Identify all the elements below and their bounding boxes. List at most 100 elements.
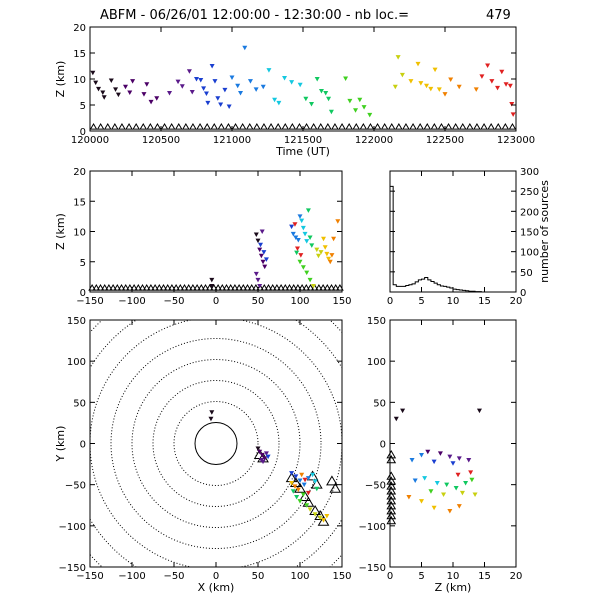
time-height-point bbox=[203, 91, 209, 97]
z-y-point bbox=[455, 472, 461, 478]
time-height-ground-marker bbox=[267, 123, 275, 130]
range-ring bbox=[110, 338, 322, 549]
time-height-point bbox=[222, 87, 228, 93]
plan-view-point bbox=[293, 474, 299, 479]
time-height-ground-marker bbox=[139, 123, 148, 130]
time-height-ground-marker bbox=[473, 123, 481, 130]
plan-view-xtick-label: 50 bbox=[252, 571, 265, 582]
x-height-point bbox=[318, 250, 324, 255]
time-height-xtick-label: 123000 bbox=[497, 135, 535, 146]
z-y-ytick-label: 0 bbox=[380, 440, 386, 451]
time-height-ground-marker bbox=[430, 123, 439, 130]
z-y-point bbox=[466, 457, 472, 463]
plan-view-point bbox=[292, 484, 298, 489]
histogram-outline bbox=[389, 185, 516, 293]
time-height-ground-marker bbox=[331, 123, 339, 130]
range-ring bbox=[90, 320, 342, 567]
z-y-xtick-label: 20 bbox=[510, 571, 523, 582]
time-height-point bbox=[242, 45, 248, 51]
time-height-ground-marker bbox=[458, 123, 467, 130]
x-height-ground-marker bbox=[289, 284, 298, 291]
x-height-point bbox=[209, 277, 215, 283]
time-height-ground-marker bbox=[181, 123, 190, 130]
x-height-xtick-label: −150 bbox=[76, 296, 103, 307]
plan-view-point bbox=[262, 456, 268, 461]
plan-view-point bbox=[299, 472, 305, 478]
z-y-point bbox=[431, 505, 437, 511]
time-height-ground-marker bbox=[359, 123, 368, 130]
time-height-ground-marker bbox=[366, 123, 375, 130]
time-height-point bbox=[93, 80, 99, 86]
plan-view-point bbox=[295, 487, 301, 493]
time-height-point bbox=[215, 96, 221, 101]
time-height-ground-marker bbox=[245, 123, 254, 130]
x-height-xtick-label: −50 bbox=[163, 296, 184, 307]
time-height-ground-marker bbox=[274, 123, 283, 130]
x-height-frame bbox=[89, 170, 343, 293]
time-height-point bbox=[90, 70, 96, 76]
x-height-point bbox=[292, 222, 298, 227]
time-height-point bbox=[141, 92, 147, 97]
time-height-point bbox=[186, 69, 192, 74]
x-height-ground-marker bbox=[184, 284, 193, 291]
time-height-point bbox=[167, 91, 173, 96]
z-y-point bbox=[400, 408, 406, 414]
time-height-point bbox=[198, 78, 204, 83]
x-height-point bbox=[298, 253, 304, 258]
x-height-ground-marker bbox=[239, 284, 248, 291]
time-height-point bbox=[424, 83, 430, 89]
time-height-ground-marker bbox=[316, 123, 325, 130]
histogram-ytick-label: 50 bbox=[520, 268, 533, 279]
x-height-point bbox=[290, 231, 296, 237]
x-height-ground-marker bbox=[315, 284, 323, 291]
time-height-point bbox=[509, 101, 515, 107]
time-height-ylabel: Z (km) bbox=[54, 61, 67, 98]
z-y-point bbox=[469, 477, 475, 483]
time-height-point bbox=[489, 79, 495, 84]
time-height-ground-marker bbox=[437, 123, 446, 130]
time-height-xtick-label: 121500 bbox=[284, 135, 322, 146]
x-height-ground-marker bbox=[142, 284, 151, 291]
range-ring bbox=[194, 422, 238, 465]
time-height-point bbox=[495, 85, 501, 91]
x-height-ground-marker bbox=[147, 284, 155, 291]
time-height-point bbox=[510, 112, 516, 117]
time-height-ground-marker bbox=[465, 123, 474, 130]
time-height-point bbox=[503, 82, 509, 87]
time-height-point bbox=[353, 108, 359, 113]
x-height-ground-marker bbox=[277, 284, 285, 291]
x-height-xtick-label: 0 bbox=[213, 296, 219, 307]
z-y-point bbox=[447, 509, 453, 514]
time-height-ground-marker bbox=[288, 123, 297, 130]
time-height-point bbox=[260, 84, 266, 90]
station-marker bbox=[306, 470, 319, 481]
time-height-xtick-label: 120000 bbox=[71, 135, 109, 146]
time-height-point bbox=[303, 96, 309, 102]
histogram-xtick-label: 10 bbox=[447, 296, 460, 307]
x-height-point bbox=[324, 251, 330, 257]
plan-view-point bbox=[310, 472, 316, 478]
z-y-point bbox=[434, 481, 440, 486]
time-height-ground-marker bbox=[281, 123, 290, 130]
x-height-ground-marker bbox=[197, 284, 206, 291]
x-height-xtick-label: 100 bbox=[290, 296, 309, 307]
time-height-xtick-label: 122500 bbox=[426, 135, 464, 146]
plan-view-point bbox=[314, 486, 320, 492]
time-height-point bbox=[456, 84, 462, 90]
time-height-point bbox=[309, 101, 315, 107]
time-height-point bbox=[314, 77, 320, 82]
time-height-point bbox=[361, 105, 367, 110]
time-height-ytick-label: 0 bbox=[80, 127, 86, 138]
x-height-point bbox=[310, 283, 316, 289]
x-height-chart bbox=[88, 208, 344, 291]
x-height-ground-marker bbox=[92, 284, 101, 291]
time-height-ground-marker bbox=[409, 123, 417, 130]
x-height-point bbox=[309, 243, 315, 248]
x-height-point bbox=[294, 250, 300, 256]
z-y-point bbox=[437, 451, 443, 456]
time-height-point bbox=[235, 83, 241, 89]
x-height-point bbox=[307, 277, 313, 283]
plan-view-point bbox=[307, 507, 313, 512]
station-marker bbox=[326, 475, 338, 486]
range-ring bbox=[131, 359, 301, 528]
